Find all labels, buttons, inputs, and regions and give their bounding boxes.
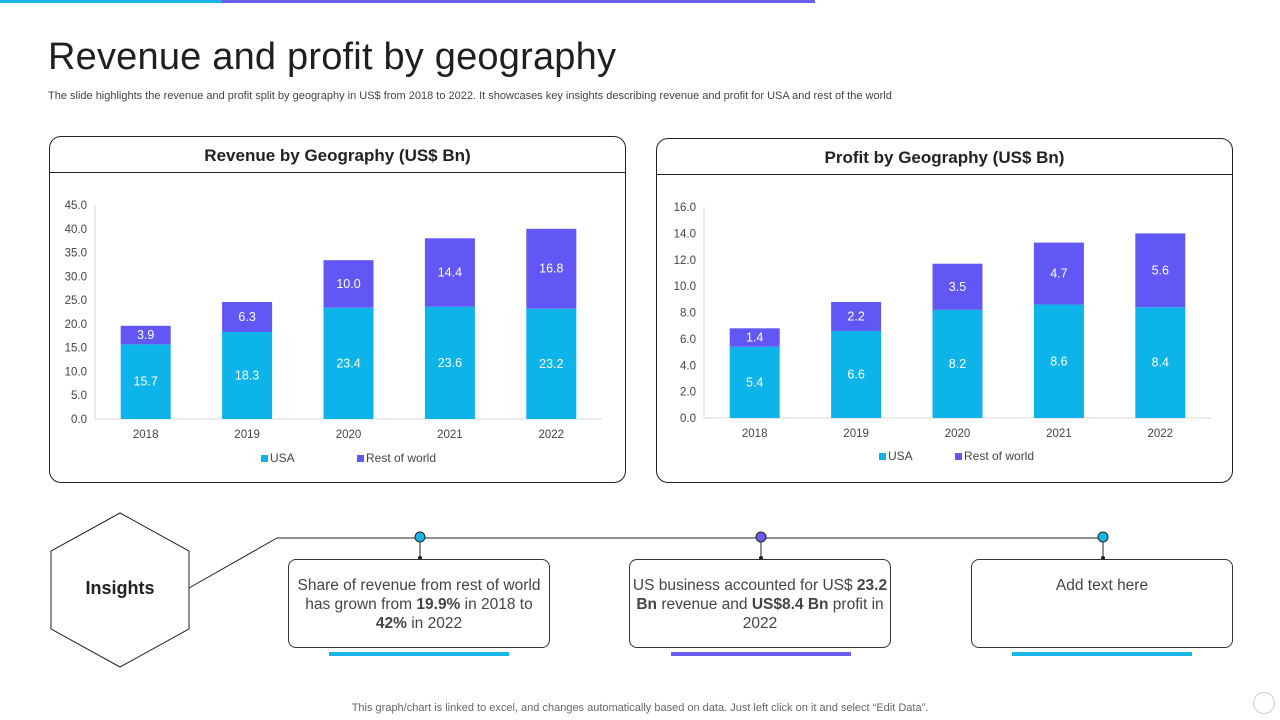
data-label-rest-2019: 6.3 [238, 310, 255, 324]
x-tick-label-2020: 2020 [336, 429, 362, 441]
data-label-usa-2022: 8.4 [1152, 356, 1169, 370]
profit-chart-title: Profit by Geography (US$ Bn) [657, 139, 1232, 175]
bar-rest-2019 [222, 302, 273, 332]
y-tick-label: 10.0 [65, 366, 87, 378]
data-label-usa-2022: 23.2 [539, 357, 563, 371]
legend-swatch-usa [261, 455, 268, 462]
data-label-rest-2021: 4.7 [1050, 267, 1067, 281]
y-tick-label: 45.0 [65, 200, 87, 212]
x-tick-label-2020: 2020 [945, 428, 971, 440]
slide-nav-circle[interactable] [1253, 692, 1275, 714]
data-label-rest-2022: 5.6 [1152, 263, 1169, 277]
y-tick-label: 12.0 [674, 255, 696, 267]
page-subtitle: The slide highlights the revenue and pro… [48, 90, 892, 102]
bar-rest-2020 [932, 263, 983, 310]
legend-label-usa: USA [888, 449, 913, 463]
bar-usa-2018 [120, 344, 171, 419]
bar-usa-2020 [932, 309, 983, 418]
bar-rest-2022 [526, 228, 577, 309]
y-tick-label: 5.0 [71, 390, 87, 402]
insight-box-1[interactable]: Share of revenue from rest of world has … [288, 559, 550, 648]
connector-dot-3 [1097, 531, 1109, 543]
bar-usa-2021 [424, 306, 475, 419]
insights-label: Insights [85, 578, 155, 598]
y-tick-label: 0.0 [680, 413, 696, 425]
insight-underline-3 [1012, 652, 1192, 656]
bar-usa-2020 [323, 307, 374, 419]
x-tick-label-2022: 2022 [539, 429, 565, 441]
data-label-usa-2020: 8.2 [949, 357, 966, 371]
legend-label-rest: Rest of world [366, 451, 436, 465]
data-label-rest-2018: 3.9 [137, 328, 154, 342]
y-tick-label: 8.0 [680, 308, 696, 320]
bar-usa-2022 [1135, 307, 1186, 418]
y-tick-label: 16.0 [674, 202, 696, 214]
x-tick-label-2019: 2019 [234, 429, 260, 441]
revenue-chart[interactable]: 0.0 5.0 10.0 15.0 20.0 25.0 30.0 35.0 40.0 45.0 15… [50, 174, 625, 482]
data-label-rest-2021: 14.4 [438, 266, 462, 280]
bar-rest-2021 [1033, 242, 1084, 305]
top-accent-bar-cyan [0, 0, 222, 3]
y-tick-label: 35.0 [65, 248, 87, 260]
y-tick-label: 2.0 [680, 387, 696, 399]
bar-usa-2018 [729, 346, 780, 418]
connector-dot-1 [414, 531, 426, 543]
legend-swatch-rest [955, 453, 962, 460]
bar-rest-2021 [424, 238, 475, 307]
data-label-usa-2020: 23.4 [336, 356, 360, 370]
page-title: Revenue and profit by geography [48, 36, 617, 78]
data-label-usa-2018: 15.7 [134, 375, 158, 389]
y-tick-label: 15.0 [65, 343, 87, 355]
bar-rest-2020 [323, 260, 374, 308]
bar-rest-2022 [1135, 233, 1186, 308]
data-label-rest-2020: 3.5 [949, 280, 966, 294]
x-tick-label-2021: 2021 [437, 429, 463, 441]
legend-swatch-usa [879, 453, 886, 460]
y-tick-label: 20.0 [65, 319, 87, 331]
y-tick-label: 10.0 [674, 281, 696, 293]
insight-box-2[interactable]: US business accounted for US$ 23.2 Bn re… [629, 559, 891, 648]
data-label-rest-2018: 1.4 [746, 331, 763, 345]
x-tick-label-2018: 2018 [133, 429, 159, 441]
footer-note: This graph/chart is linked to excel, and… [351, 702, 929, 714]
bar-usa-2022 [526, 308, 577, 419]
x-tick-label-2022: 2022 [1148, 428, 1174, 440]
data-label-rest-2019: 2.2 [847, 309, 864, 323]
data-label-rest-2020: 10.0 [336, 277, 360, 291]
y-tick-label: 4.0 [680, 360, 696, 372]
data-label-rest-2022: 16.8 [539, 262, 563, 276]
data-label-usa-2019: 18.3 [235, 368, 259, 382]
revenue-chart-panel[interactable]: Revenue by Geography (US$ Bn) 0.0 5.0 10.0… [49, 136, 626, 483]
data-label-usa-2021: 8.6 [1050, 354, 1067, 368]
x-tick-label-2021: 2021 [1046, 428, 1072, 440]
insight-box-3[interactable]: Add text here [971, 559, 1233, 648]
y-tick-label: 6.0 [680, 334, 696, 346]
connector-dot-2 [755, 531, 767, 543]
insight-underline-1 [329, 652, 509, 656]
y-tick-label: 25.0 [65, 295, 87, 307]
insight-underline-2 [671, 652, 851, 656]
legend-label-usa: USA [270, 451, 295, 465]
revenue-chart-title: Revenue by Geography (US$ Bn) [50, 137, 625, 173]
bar-rest-2018 [729, 328, 780, 347]
bar-usa-2021 [1033, 304, 1084, 418]
bar-rest-2019 [831, 301, 882, 331]
profit-chart[interactable]: 0.0 2.0 4.0 6.0 8.0 10.0 12.0 14.0 16.0 5.4 1.4 201… [657, 176, 1232, 482]
x-tick-label-2018: 2018 [742, 428, 768, 440]
bar-rest-2018 [120, 325, 171, 345]
y-tick-label: 40.0 [65, 224, 87, 236]
top-accent-bar [0, 0, 815, 3]
y-tick-label: 0.0 [71, 414, 87, 426]
y-tick-label: 14.0 [674, 228, 696, 240]
legend-label-rest: Rest of world [964, 449, 1034, 463]
data-label-usa-2021: 23.6 [438, 356, 462, 370]
data-label-usa-2018: 5.4 [746, 375, 763, 389]
legend-swatch-rest [357, 455, 364, 462]
bar-usa-2019 [831, 330, 882, 418]
y-tick-label: 30.0 [65, 271, 87, 283]
data-label-usa-2019: 6.6 [847, 367, 864, 381]
profit-chart-panel[interactable]: Profit by Geography (US$ Bn) 0.0 2.0 4.0 6.… [656, 138, 1233, 483]
bar-usa-2019 [222, 331, 273, 419]
x-tick-label-2019: 2019 [843, 428, 869, 440]
